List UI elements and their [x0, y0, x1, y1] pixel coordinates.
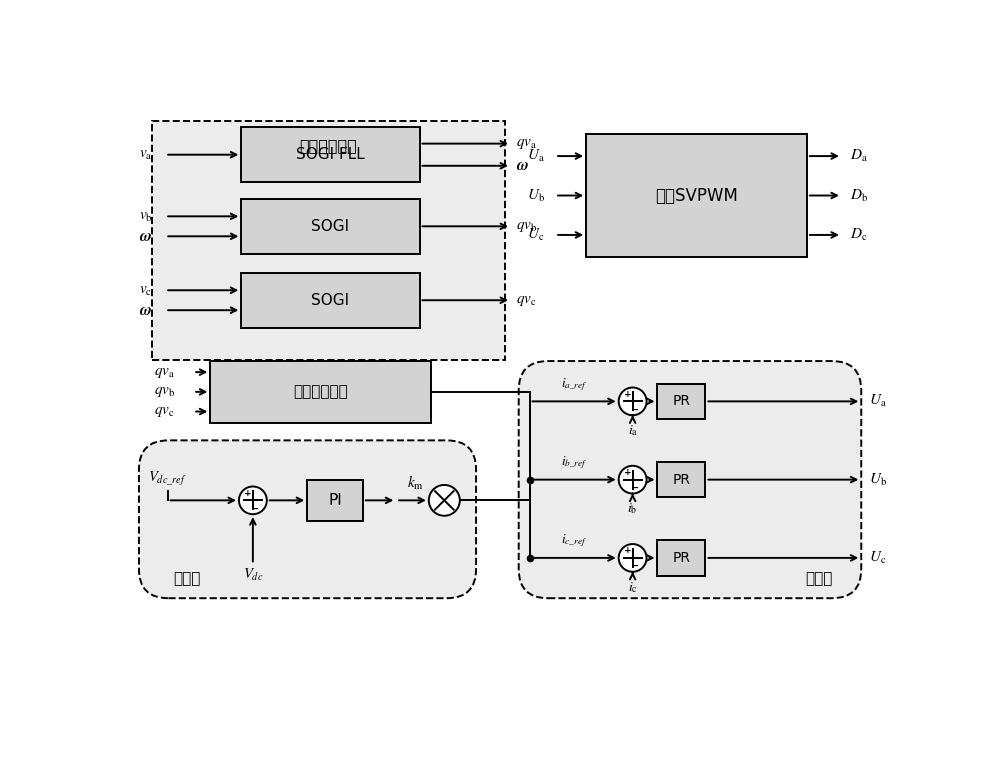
Text: SOGI: SOGI [311, 293, 349, 307]
Text: $V_{dc}$: $V_{dc}$ [243, 567, 263, 583]
Text: $i_\mathrm{b}$: $i_\mathrm{b}$ [627, 501, 638, 517]
Text: SOGI: SOGI [311, 219, 349, 233]
Text: −: − [631, 483, 639, 493]
Text: −: − [631, 404, 639, 415]
FancyBboxPatch shape [307, 480, 363, 521]
FancyBboxPatch shape [241, 127, 420, 182]
Text: $k_\mathrm{m}$: $k_\mathrm{m}$ [407, 475, 424, 492]
Text: PR: PR [672, 394, 690, 408]
Text: SOGI FLL: SOGI FLL [296, 147, 365, 163]
Text: PI: PI [328, 493, 342, 508]
Text: $qv_\mathrm{b}$: $qv_\mathrm{b}$ [154, 385, 176, 399]
FancyBboxPatch shape [241, 272, 420, 328]
Text: PR: PR [672, 472, 690, 487]
Text: 正交信号计算: 正交信号计算 [300, 138, 357, 153]
Text: 电流参考计算: 电流参考计算 [293, 385, 348, 399]
Text: $v_\mathrm{b}$: $v_\mathrm{b}$ [139, 209, 153, 224]
Text: $U_\mathrm{b}$: $U_\mathrm{b}$ [869, 472, 887, 488]
Text: $i_\mathrm{a}$: $i_\mathrm{a}$ [628, 423, 638, 438]
Text: PR: PR [672, 551, 690, 565]
Circle shape [619, 544, 647, 571]
Text: $i_{c\_ref}$: $i_{c\_ref}$ [561, 533, 587, 549]
Text: $qv_\mathrm{a}$: $qv_\mathrm{a}$ [154, 365, 176, 380]
Text: $v_\mathrm{a}$: $v_\mathrm{a}$ [139, 147, 152, 163]
Circle shape [619, 388, 647, 415]
Text: $\boldsymbol{\omega}$: $\boldsymbol{\omega}$ [139, 303, 152, 317]
Text: $i_\mathrm{c}$: $i_\mathrm{c}$ [628, 580, 638, 594]
Text: $V_{dc\_ref}$: $V_{dc\_ref}$ [148, 470, 187, 488]
Text: $U_\mathrm{c}$: $U_\mathrm{c}$ [869, 550, 886, 566]
Text: $U_\mathrm{c}$: $U_\mathrm{c}$ [527, 227, 544, 243]
Text: 等效SVPWM: 等效SVPWM [655, 186, 738, 204]
Text: $qv_\mathrm{c}$: $qv_\mathrm{c}$ [154, 404, 175, 419]
Text: $U_\mathrm{a}$: $U_\mathrm{a}$ [869, 394, 887, 410]
FancyBboxPatch shape [519, 361, 861, 598]
Text: $\boldsymbol{\omega}$: $\boldsymbol{\omega}$ [516, 158, 529, 173]
FancyBboxPatch shape [657, 384, 705, 419]
Text: $\boldsymbol{\omega}$: $\boldsymbol{\omega}$ [139, 229, 152, 244]
Text: +: + [624, 468, 631, 477]
FancyBboxPatch shape [139, 440, 476, 598]
FancyBboxPatch shape [586, 134, 807, 257]
Text: $D_\mathrm{c}$: $D_\mathrm{c}$ [850, 227, 867, 243]
Text: $qv_\mathrm{b}$: $qv_\mathrm{b}$ [516, 219, 538, 233]
Text: $U_\mathrm{b}$: $U_\mathrm{b}$ [527, 188, 545, 204]
Text: +: + [624, 546, 631, 555]
FancyBboxPatch shape [657, 462, 705, 497]
Text: $D_\mathrm{a}$: $D_\mathrm{a}$ [850, 148, 867, 164]
Text: −: − [251, 504, 259, 513]
Text: $v_\mathrm{c}$: $v_\mathrm{c}$ [139, 283, 152, 298]
Text: 电流环: 电流环 [805, 571, 832, 587]
Text: $i_{a\_ref}$: $i_{a\_ref}$ [561, 376, 587, 393]
Text: +: + [244, 488, 251, 497]
Text: 电压环: 电压环 [173, 571, 201, 587]
Text: $qv_\mathrm{c}$: $qv_\mathrm{c}$ [516, 293, 537, 307]
Text: $D_\mathrm{b}$: $D_\mathrm{b}$ [850, 188, 868, 204]
FancyBboxPatch shape [152, 121, 505, 359]
Circle shape [619, 465, 647, 494]
Text: −: − [631, 562, 639, 571]
FancyBboxPatch shape [657, 540, 705, 575]
Circle shape [429, 485, 460, 516]
FancyBboxPatch shape [241, 198, 420, 254]
Circle shape [239, 487, 267, 514]
Text: $i_{b\_ref}$: $i_{b\_ref}$ [561, 454, 587, 471]
Text: +: + [624, 390, 631, 399]
FancyBboxPatch shape [210, 361, 431, 423]
Text: $U_\mathrm{a}$: $U_\mathrm{a}$ [527, 148, 545, 164]
Text: $qv_\mathrm{a}$: $qv_\mathrm{a}$ [516, 136, 537, 151]
